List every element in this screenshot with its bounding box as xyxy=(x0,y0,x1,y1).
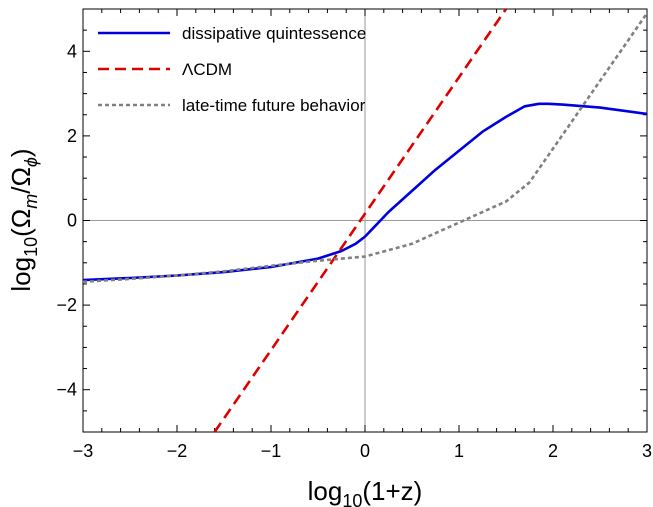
y-tick-label: 4 xyxy=(67,41,77,61)
zero-axes xyxy=(83,9,647,432)
series-line-2 xyxy=(213,9,508,432)
x-tick-label: −1 xyxy=(261,441,282,461)
y-tick-label: 0 xyxy=(67,211,77,231)
x-tick-label: 2 xyxy=(548,441,558,461)
series-layer xyxy=(83,9,647,432)
x-tick-label: 0 xyxy=(360,441,370,461)
x-tick-label: 1 xyxy=(454,441,464,461)
legend-label-2: ΛCDM xyxy=(182,60,232,79)
y-tick-label: 2 xyxy=(67,126,77,146)
legend-label-3: late-time future behavior xyxy=(182,96,366,115)
y-tick-label: −4 xyxy=(56,380,77,400)
ticks xyxy=(82,8,648,433)
legend: dissipative quintessence ΛCDM late-time fu… xyxy=(98,24,366,115)
x-axis-title: log10(1+z) xyxy=(308,476,423,507)
y-tick-label: −2 xyxy=(56,295,77,315)
x-tick-label: −2 xyxy=(167,441,188,461)
series-line-3 xyxy=(83,12,647,284)
x-tick-label: −3 xyxy=(73,441,94,461)
x-tick-label: 3 xyxy=(642,441,652,461)
legend-label-1: dissipative quintessence xyxy=(182,24,366,43)
y-axis-title: log10(Ωm/Ωϕ) xyxy=(6,148,41,291)
tick-labels: −3 −2 −1 0 1 2 3 −4 −2 0 2 4 xyxy=(56,41,652,461)
